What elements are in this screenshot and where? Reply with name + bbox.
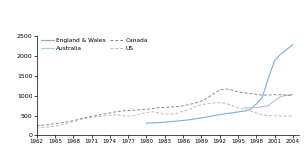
Legend: England & Wales, Australia, Canada, US: England & Wales, Australia, Canada, US — [40, 37, 149, 52]
